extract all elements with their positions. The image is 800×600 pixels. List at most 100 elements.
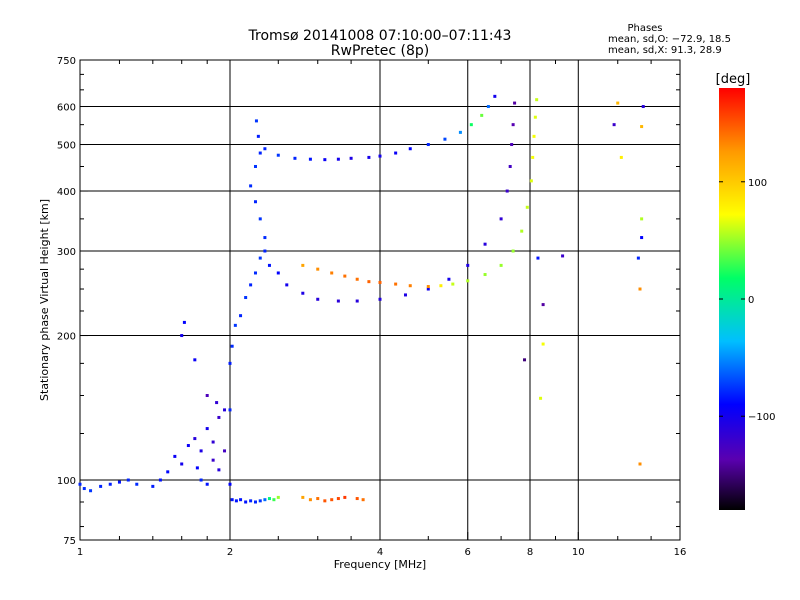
x-tick-label: 10 — [572, 547, 585, 558]
data-point — [267, 497, 271, 501]
data-point — [355, 299, 359, 303]
data-point — [205, 427, 209, 431]
data-point — [301, 495, 305, 499]
colorbar-tick-label: 0 — [748, 295, 754, 306]
data-point — [343, 495, 347, 499]
data-point — [355, 277, 359, 281]
data-point — [253, 200, 257, 204]
data-point — [308, 498, 312, 502]
data-point — [158, 478, 162, 482]
x-tick-label: 8 — [527, 547, 533, 558]
data-point — [510, 143, 514, 147]
colorbar-tick-label: 100 — [748, 178, 767, 189]
data-point — [541, 342, 545, 346]
data-point — [256, 134, 260, 138]
data-point — [276, 153, 280, 157]
data-point — [541, 303, 545, 307]
data-point — [108, 482, 112, 486]
data-point — [239, 314, 243, 318]
data-point — [234, 499, 238, 503]
data-point — [336, 497, 340, 501]
y-tick-label: 600 — [57, 103, 76, 114]
data-point — [316, 497, 320, 501]
data-point — [616, 101, 620, 105]
data-point — [531, 155, 535, 159]
x-tick-label: 6 — [465, 547, 471, 558]
data-point — [426, 143, 430, 147]
y-tick-label: 75 — [63, 536, 76, 547]
x-tick-label: 1 — [77, 547, 83, 558]
data-point — [228, 361, 232, 365]
data-point — [638, 287, 642, 291]
data-point — [180, 334, 184, 338]
data-point — [561, 254, 565, 258]
data-point — [439, 284, 443, 288]
data-point — [641, 105, 645, 109]
axis-ticks: 1 2 4 6 8 10 16 75 100 200 300 400 500 600 750 — [57, 56, 686, 558]
data-point — [640, 217, 644, 221]
data-point — [293, 156, 297, 160]
data-point — [343, 274, 347, 278]
data-point — [89, 489, 93, 493]
x-tick-label: 4 — [377, 547, 383, 558]
phase-stats-x: mean, sd,X: 91.3, 28.9 — [608, 45, 722, 56]
data-point — [511, 249, 515, 253]
data-point — [505, 189, 509, 193]
data-point — [182, 320, 186, 324]
data-point — [258, 217, 262, 221]
data-point — [195, 466, 199, 470]
data-point — [301, 291, 305, 295]
data-point — [78, 482, 82, 486]
data-point — [151, 484, 155, 488]
data-point — [535, 98, 539, 102]
data-point — [316, 267, 320, 271]
data-point — [244, 296, 248, 300]
data-point — [249, 283, 253, 287]
x-tick-label: 2 — [227, 547, 233, 558]
data-point — [469, 123, 473, 127]
data-point — [486, 105, 490, 109]
data-point — [636, 256, 640, 260]
data-point — [483, 273, 487, 277]
data-point — [99, 484, 103, 488]
data-point — [378, 154, 382, 158]
data-point — [443, 137, 447, 141]
data-point — [336, 299, 340, 303]
data-point — [532, 134, 536, 138]
data-point — [361, 498, 365, 502]
data-point — [378, 280, 382, 284]
data-point — [126, 478, 130, 482]
data-point — [166, 470, 170, 474]
data-point — [511, 123, 515, 127]
data-point — [211, 458, 215, 462]
data-point — [301, 263, 305, 267]
data-point — [513, 101, 517, 105]
data-point — [272, 498, 276, 502]
data-point — [330, 498, 334, 502]
data-point — [205, 482, 209, 486]
x-axis-label: Frequency [MHz] — [334, 558, 426, 571]
data-point — [135, 482, 139, 486]
data-point — [466, 279, 470, 283]
data-point — [394, 151, 398, 155]
data-points — [78, 94, 645, 504]
data-point — [253, 164, 257, 168]
y-tick-label: 200 — [57, 332, 76, 343]
data-point — [493, 94, 497, 98]
data-point — [233, 323, 237, 327]
data-point — [323, 158, 327, 162]
data-point — [508, 164, 512, 168]
data-point — [215, 401, 219, 405]
data-point — [483, 242, 487, 246]
y-tick-label: 100 — [57, 476, 76, 487]
data-point — [539, 396, 543, 400]
chart-title: Tromsø 20141008 07:10:00–07:11:43 — [248, 28, 512, 44]
colorbar-label: [deg] — [716, 72, 751, 87]
data-point — [276, 271, 280, 275]
data-point — [193, 358, 197, 362]
colorbar-ticks: 100 0 −100 — [719, 178, 775, 423]
y-tick-label: 400 — [57, 187, 76, 198]
data-point — [285, 283, 289, 287]
data-point — [186, 444, 190, 448]
y-tick-label: 500 — [57, 141, 76, 152]
